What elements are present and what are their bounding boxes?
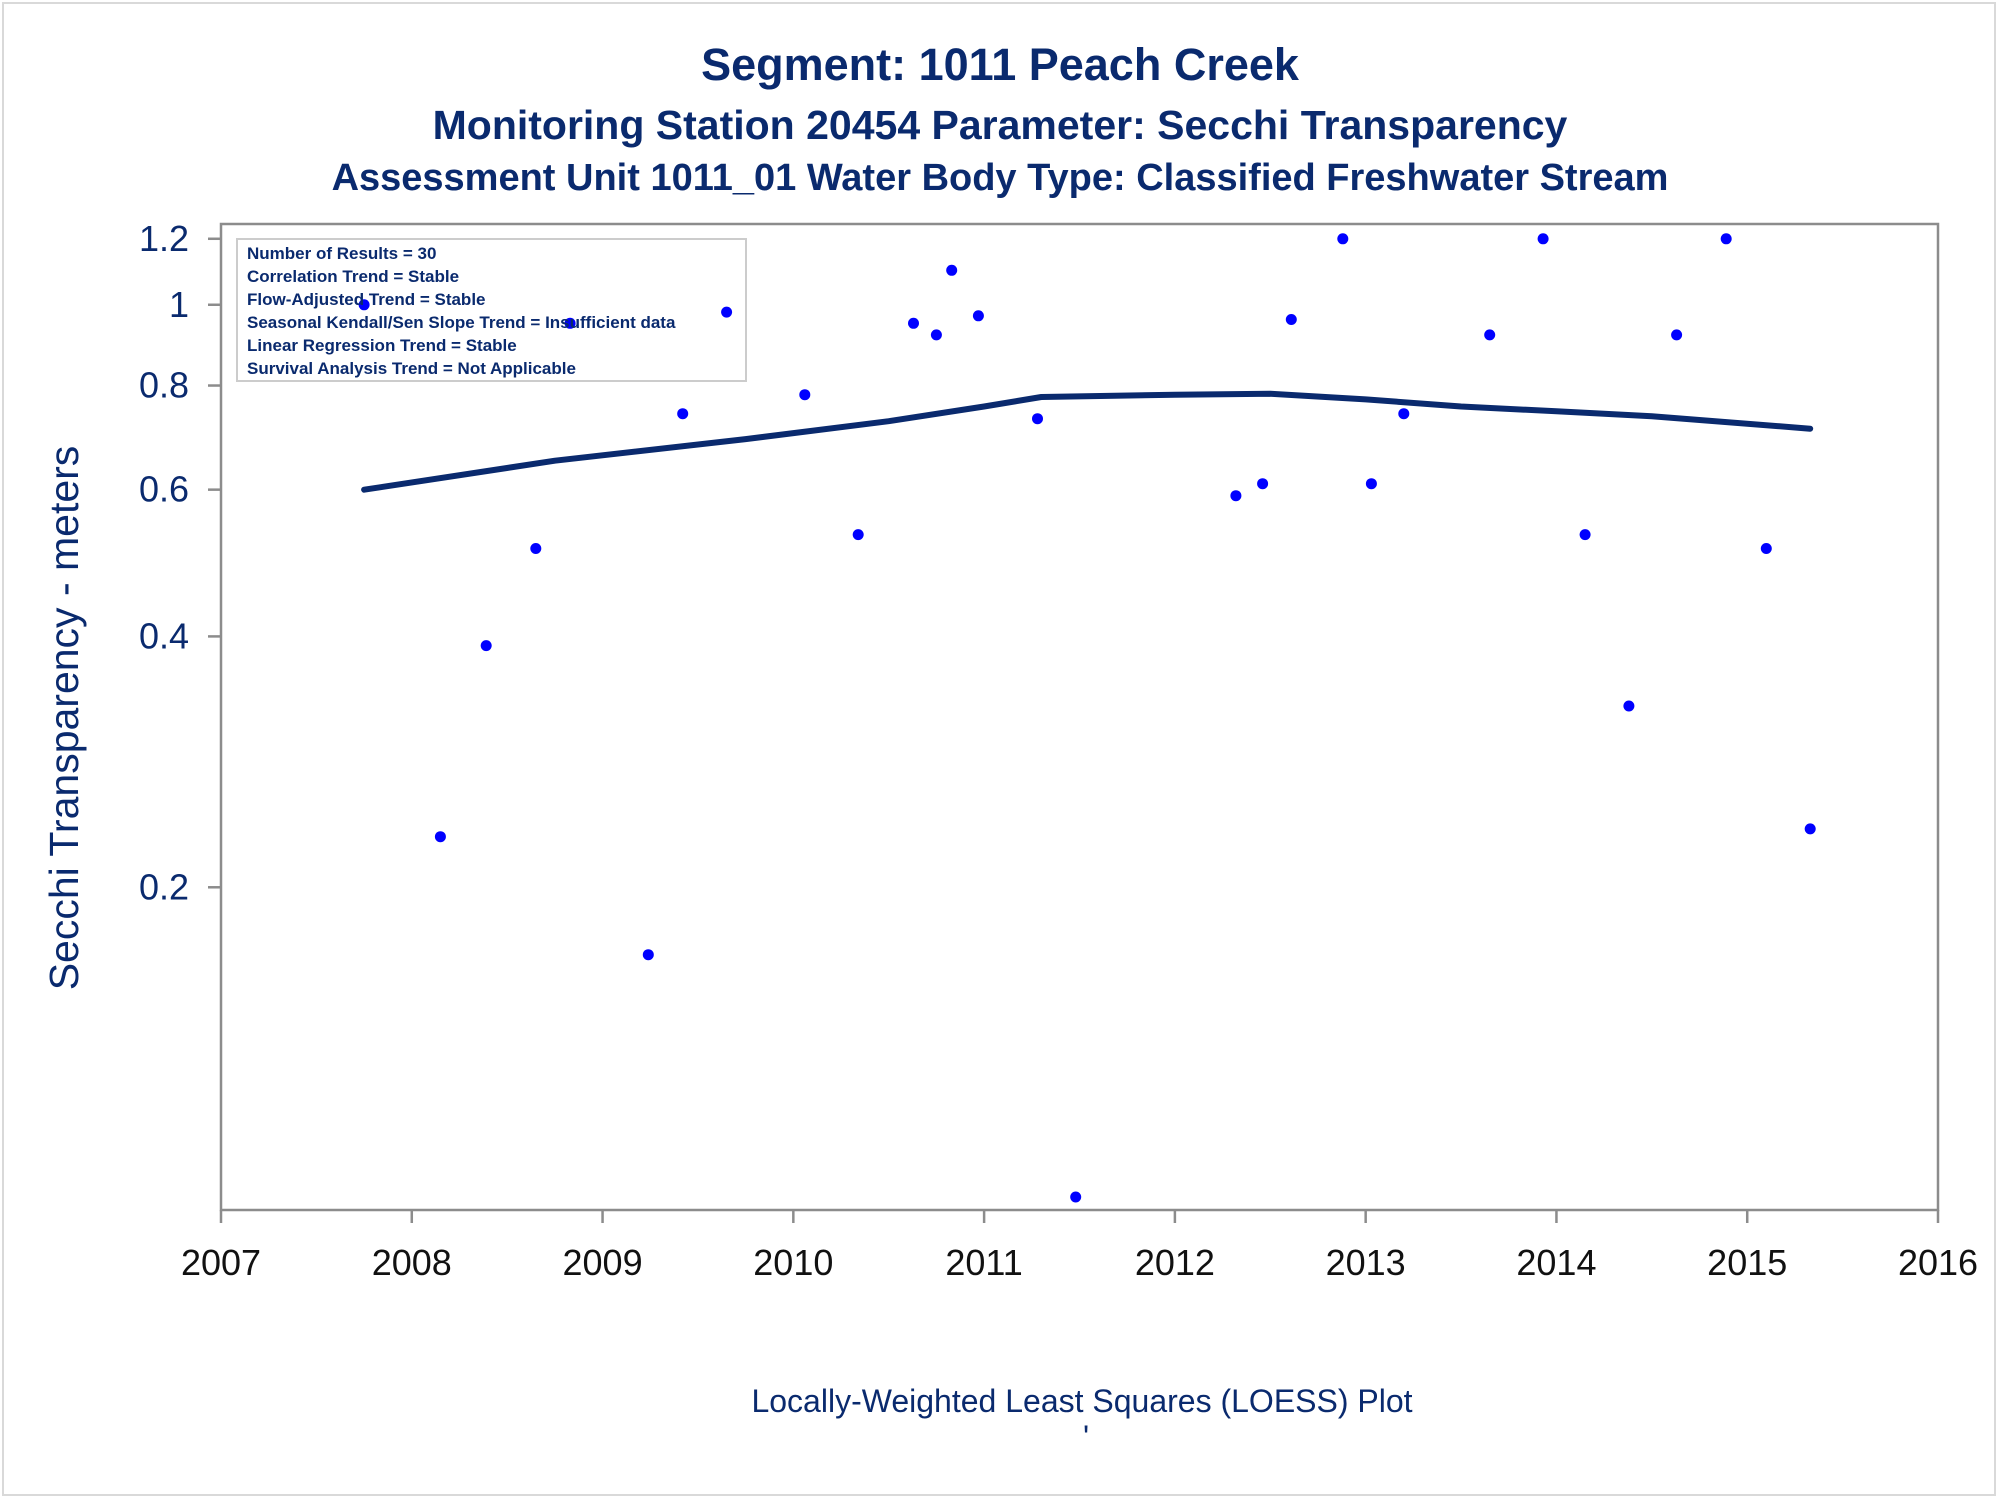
- stats-line: Survival Analysis Trend = Not Applicable: [247, 359, 576, 378]
- x-tick-label: 2012: [1135, 1242, 1215, 1283]
- data-point: [1760, 543, 1772, 554]
- scatter-points: [358, 233, 1816, 1203]
- x-tick-label: 2009: [563, 1242, 643, 1283]
- stats-line: Correlation Trend = Stable: [247, 267, 459, 286]
- data-point: [1579, 529, 1591, 541]
- data-point: [677, 408, 689, 420]
- footer-caption: Locally-Weighted Least Squares (LOESS) P…: [751, 1383, 1412, 1419]
- data-point: [358, 299, 370, 311]
- x-tick-label: 2015: [1707, 1242, 1787, 1283]
- data-point: [1365, 478, 1377, 490]
- chart-subtitle: Monitoring Station 20454 Parameter: Secc…: [433, 102, 1568, 148]
- data-point: [1032, 413, 1043, 425]
- y-tick-label: 0.2: [139, 866, 189, 907]
- data-point: [1804, 823, 1816, 835]
- data-point: [1257, 478, 1269, 490]
- data-point: [1230, 490, 1242, 502]
- data-point: [721, 306, 733, 318]
- data-point: [1070, 1191, 1082, 1203]
- y-tick-label: 1: [169, 284, 189, 325]
- x-tick-label: 2014: [1516, 1242, 1596, 1283]
- data-point: [1398, 408, 1410, 420]
- y-tick-label: 0.4: [139, 615, 189, 656]
- data-point: [530, 543, 542, 554]
- data-point: [1537, 233, 1549, 245]
- footer-mark: ': [1083, 1419, 1089, 1455]
- data-point: [480, 640, 492, 652]
- plot-area: [219, 222, 1940, 1212]
- stats-box: Number of Results = 30 Correlation Trend…: [236, 238, 747, 382]
- x-tick-label: 2011: [945, 1242, 1022, 1283]
- x-tick-label: 2007: [181, 1242, 261, 1283]
- data-point: [1671, 329, 1683, 341]
- x-tick-label: 2008: [372, 1242, 452, 1283]
- data-point: [946, 264, 958, 276]
- chart-subtitle-2: Assessment Unit 1011_01 Water Body Type:…: [332, 157, 1669, 199]
- data-point: [564, 317, 576, 329]
- data-point: [642, 949, 654, 961]
- data-point: [930, 329, 942, 341]
- data-point: [1484, 329, 1496, 341]
- data-point: [852, 529, 864, 541]
- y-tick-label: 1.2: [139, 218, 189, 259]
- loess-layer: [361, 390, 1814, 493]
- stats-box-border: [236, 238, 747, 382]
- x-axis: 2007 2008 2009 2010 2011 2012 2013 2014 2015 2016: [181, 1210, 1978, 1283]
- y-axis: 0.2 0.4 0.6 0.8 1 1.2: [139, 218, 221, 907]
- data-point: [799, 389, 811, 401]
- data-point: [434, 831, 446, 843]
- data-point: [1720, 233, 1732, 245]
- data-point: [1285, 314, 1297, 325]
- stats-line: Flow-Adjusted Trend = Stable: [247, 290, 486, 309]
- y-tick-label: 0.6: [139, 469, 189, 510]
- stats-line: Seasonal Kendall/Sen Slope Trend = Insuf…: [247, 313, 676, 332]
- y-tick-label: 0.8: [139, 365, 189, 406]
- loess-line: [361, 390, 1814, 493]
- stats-line: Number of Results = 30: [247, 244, 436, 263]
- stats-line: Linear Regression Trend = Stable: [247, 336, 517, 355]
- data-point: [908, 317, 919, 329]
- x-tick-label: 2013: [1326, 1242, 1406, 1283]
- data-point: [1337, 233, 1349, 245]
- x-tick-label: 2010: [753, 1242, 833, 1283]
- y-axis-label: Secchi Transparency - meters: [41, 446, 87, 991]
- data-point: [1623, 700, 1635, 712]
- data-point: [972, 310, 984, 322]
- x-tick-label: 2016: [1898, 1242, 1978, 1283]
- chart-title: Segment: 1011 Peach Creek: [701, 39, 1300, 90]
